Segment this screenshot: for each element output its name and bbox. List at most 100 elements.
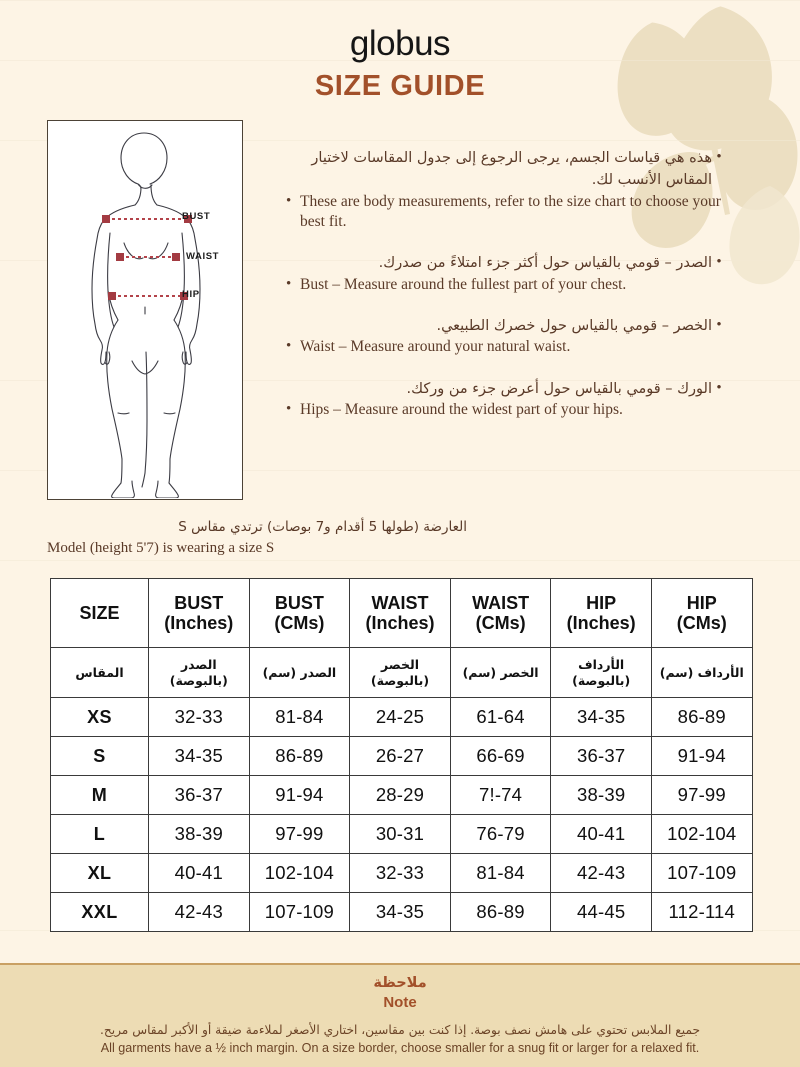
cell-waist-cms: 61-64	[449, 697, 552, 737]
bullet-dot-icon: •	[716, 316, 722, 333]
col-header-waist-inches: WAIST (Inches)	[349, 578, 451, 648]
bullet-dot-icon: •	[286, 275, 292, 292]
cell-waist-inches: 28-29	[349, 775, 451, 815]
col-header-unit: (Inches)	[164, 613, 234, 633]
cell-hip-inches: 44-45	[550, 892, 652, 932]
cell-bust-cms: 81-84	[248, 697, 351, 737]
instruction-group-hips: • الورك – قومي بالقياس حول أعرض جزء من و…	[286, 379, 726, 421]
bullet-dot-icon: •	[286, 192, 292, 209]
col-header-unit: (Inches)	[566, 613, 636, 633]
cell-waist-cms: 7!-74	[449, 775, 552, 815]
cell-bust-inches: 34-35	[148, 736, 250, 776]
col-header-label: WAIST	[371, 592, 429, 613]
col-header-label: HIP	[686, 592, 717, 613]
col-header-label: BUST	[274, 592, 324, 613]
cell-bust-inches: 40-41	[148, 853, 250, 893]
cell-hip-cms: 86-89	[650, 697, 753, 737]
model-caption-en: Model (height 5'7) is wearing a size S	[47, 539, 275, 556]
col-header-label: HIP	[586, 592, 617, 613]
page-title: SIZE GUIDE	[314, 70, 486, 102]
instruction-group-bust: • الصدر – قومي بالقياس حول أكثر جزء امتل…	[286, 253, 726, 295]
col-header-ar-bust-cms: الصدر (سم)	[248, 647, 351, 698]
col-header-ar-waist-inches: الخصر (بالبوصة)	[349, 647, 451, 698]
col-header-size: SIZE	[50, 578, 149, 648]
cell-hip-inches: 36-37	[550, 736, 652, 776]
note-heading-ar: ملاحظة	[373, 975, 427, 991]
cell-bust-inches: 36-37	[148, 775, 250, 815]
table-row: XL 40-41 102-104 32-33 81-84 42-43 107-1…	[50, 853, 753, 893]
note-heading-en: Note	[383, 994, 417, 1012]
col-header-ar-hip-cms: الأرداف (سم)	[650, 647, 753, 698]
cell-waist-cms: 76-79	[449, 814, 552, 854]
cell-bust-inches: 38-39	[148, 814, 250, 854]
model-caption-ar: العارضة (طولها 5 أقدام و7 بوصات) ترتدي م…	[178, 519, 467, 535]
bust-measure-line	[102, 215, 192, 223]
instruction-intro-ar: • هذه هي قياسات الجسم، يرجى الرجوع إلى ج…	[286, 148, 726, 192]
instruction-text: These are body measurements, refer to th…	[300, 192, 721, 230]
cell-size: XS	[50, 697, 149, 737]
col-header-label: WAIST	[472, 592, 530, 613]
instruction-text: هذه هي قياسات الجسم، يرجى الرجوع إلى جدو…	[311, 150, 712, 188]
col-header-unit: (Inches)	[365, 613, 435, 633]
table-header-row-en: SIZE BUST (Inches) BUST (CMs) WAIST (Inc…	[50, 578, 753, 648]
col-header-label: BUST	[174, 592, 224, 613]
cell-hip-inches: 34-35	[550, 697, 652, 737]
col-header-bust-inches: BUST (Inches)	[148, 578, 250, 648]
instruction-hips-en: • Hips – Measure around the widest part …	[286, 400, 726, 420]
cell-hip-cms: 107-109	[650, 853, 753, 893]
cell-hip-inches: 42-43	[550, 853, 652, 893]
figure-label-waist: WAIST	[186, 251, 220, 262]
waist-measure-line	[116, 253, 180, 261]
measurement-instructions: • هذه هي قياسات الجسم، يرجى الرجوع إلى ج…	[286, 148, 726, 420]
cell-hip-inches: 38-39	[550, 775, 652, 815]
female-body-illustration	[91, 132, 201, 498]
instruction-bust-ar: • الصدر – قومي بالقياس حول أكثر جزء امتل…	[286, 253, 726, 275]
cell-waist-cms: 66-69	[449, 736, 552, 776]
instruction-waist-ar: • الخصر – قومي بالقياس حول خصرك الطبيعي.	[286, 316, 726, 338]
col-header-unit: (CMs)	[274, 613, 325, 633]
col-header-ar-size: المقاس	[50, 647, 149, 698]
figure-label-hip: HIP	[182, 289, 200, 300]
size-chart-table: SIZE BUST (Inches) BUST (CMs) WAIST (Inc…	[50, 578, 753, 932]
table-header-row-ar: المقاس الصدر (بالبوصة) الصدر (سم) الخصر …	[50, 647, 753, 698]
col-header-ar-waist-cms: الخصر (سم)	[449, 647, 552, 698]
note-detail-ar: جميع الملابس تحتوي على هامش نصف بوصة. إذ…	[99, 1023, 701, 1038]
cell-waist-inches: 32-33	[349, 853, 451, 893]
instruction-text: Hips – Measure around the widest part of…	[300, 401, 623, 419]
col-header-hip-cms: HIP (CMs)	[650, 578, 753, 648]
table-row: XS 32-33 81-84 24-25 61-64 34-35 86-89	[50, 697, 753, 737]
cell-waist-cms: 81-84	[449, 853, 552, 893]
cell-waist-inches: 30-31	[349, 814, 451, 854]
instruction-text: الصدر – قومي بالقياس حول أكثر جزء امتلاء…	[378, 254, 712, 271]
footer-note-band: ملاحظة Note جميع الملابس تحتوي على هامش …	[0, 963, 800, 1067]
col-header-ar-hip-inches: الأرداف (بالبوصة)	[550, 647, 652, 698]
cell-size: XXL	[50, 892, 149, 932]
instruction-waist-en: • Waist – Measure around your natural wa…	[286, 337, 726, 357]
table-row: XXL 42-43 107-109 34-35 86-89 44-45 112-…	[50, 892, 753, 932]
cell-waist-inches: 24-25	[349, 697, 451, 737]
bullet-dot-icon: •	[286, 401, 292, 418]
instruction-text: الخصر – قومي بالقياس حول خصرك الطبيعي.	[436, 317, 712, 334]
col-header-label: SIZE	[79, 602, 120, 623]
instruction-group-intro: • هذه هي قياسات الجسم، يرجى الرجوع إلى ج…	[286, 148, 726, 232]
brand-logo: globus	[349, 24, 451, 63]
cell-hip-cms: 97-99	[650, 775, 753, 815]
model-caption: العارضة (طولها 5 أقدام و7 بوصات) ترتدي م…	[47, 518, 467, 559]
cell-size: XL	[50, 853, 149, 893]
cell-size: S	[50, 736, 149, 776]
table-row: S 34-35 86-89 26-27 66-69 36-37 91-94	[50, 736, 753, 776]
cell-hip-cms: 102-104	[650, 814, 753, 854]
cell-waist-cms: 86-89	[449, 892, 552, 932]
cell-bust-cms: 91-94	[248, 775, 351, 815]
cell-hip-cms: 91-94	[650, 736, 753, 776]
col-header-hip-inches: HIP (Inches)	[550, 578, 652, 648]
col-header-waist-cms: WAIST (CMs)	[449, 578, 552, 648]
col-header-ar-bust-inches: الصدر (بالبوصة)	[148, 647, 250, 698]
cell-bust-cms: 107-109	[248, 892, 351, 932]
cell-bust-cms: 97-99	[248, 814, 351, 854]
cell-waist-inches: 34-35	[349, 892, 451, 932]
figure-label-bust: BUST	[182, 211, 211, 222]
cell-waist-inches: 26-27	[349, 736, 451, 776]
bullet-dot-icon: •	[716, 149, 722, 165]
table-row: M 36-37 91-94 28-29 7!-74 38-39 97-99	[50, 775, 753, 815]
